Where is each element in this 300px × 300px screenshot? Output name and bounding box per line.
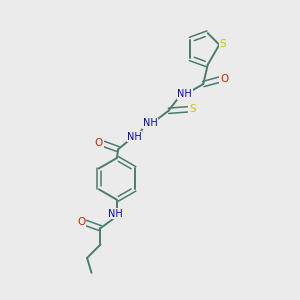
Text: S: S bbox=[220, 38, 226, 49]
Text: O: O bbox=[77, 217, 85, 227]
Text: O: O bbox=[220, 74, 228, 84]
Text: NH: NH bbox=[143, 118, 158, 128]
Text: NH: NH bbox=[127, 132, 142, 142]
Text: O: O bbox=[95, 138, 103, 148]
Text: S: S bbox=[189, 104, 196, 114]
Text: NH: NH bbox=[108, 209, 123, 219]
Text: NH: NH bbox=[178, 89, 192, 100]
